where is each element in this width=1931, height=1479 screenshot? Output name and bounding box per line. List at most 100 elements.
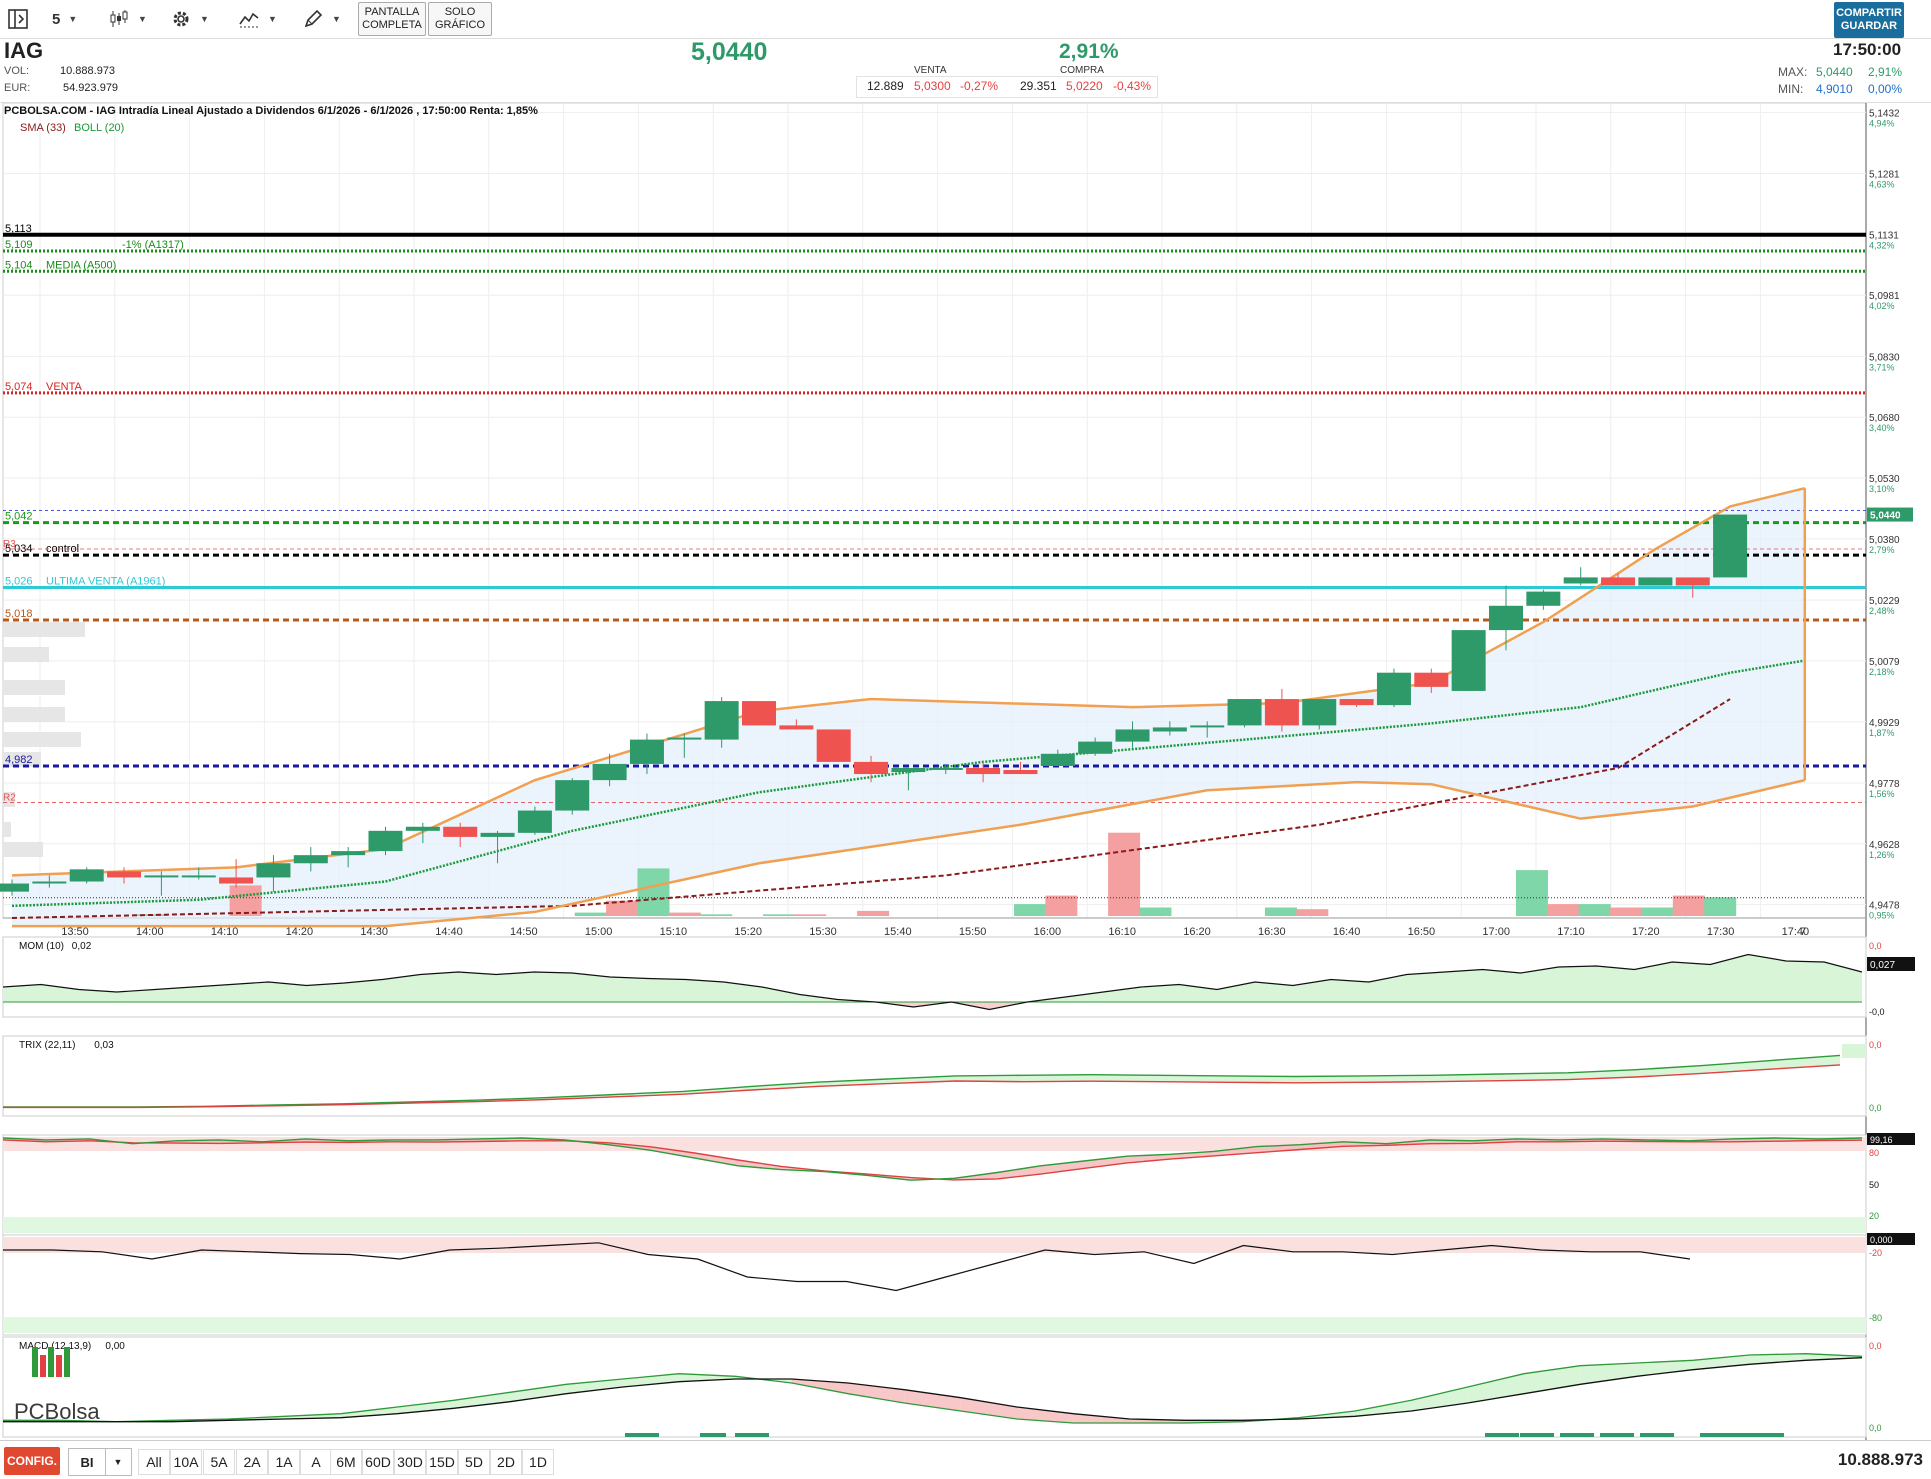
candle-body[interactable] [69, 869, 104, 882]
candle-body[interactable] [1339, 699, 1374, 706]
candle-body[interactable] [779, 725, 814, 730]
period-all[interactable]: All [138, 1449, 170, 1475]
logo-bar [64, 1347, 70, 1377]
volume-bar [1013, 904, 1046, 916]
candle-body[interactable] [219, 877, 254, 884]
candle-body[interactable] [1414, 672, 1449, 687]
candle-body[interactable] [1078, 741, 1113, 754]
period-5a[interactable]: 5A [203, 1449, 235, 1475]
period-15d[interactable]: 15D [426, 1449, 458, 1475]
volume-bar [1547, 904, 1580, 916]
candle-body[interactable] [480, 832, 515, 837]
candle-body[interactable] [1003, 770, 1038, 775]
period-6m[interactable]: 6M [330, 1449, 362, 1475]
candle-body[interactable] [816, 729, 851, 762]
period-a[interactable]: A [300, 1449, 332, 1475]
fullscreen-button[interactable]: PANTALLA COMPLETA [358, 2, 426, 36]
candle-body[interactable] [1489, 605, 1523, 631]
bottom-bar: CONFIG. BI ▼ All 10A 5A 2A 1A A 6M 60D 30D 15D 5D 2… [0, 1440, 1931, 1479]
period-30d[interactable]: 30D [394, 1449, 426, 1475]
candle-body[interactable] [555, 780, 590, 811]
volume-bar [229, 885, 262, 916]
price-tick-label: 5,0981 [1869, 291, 1900, 302]
config-button[interactable]: CONFIG. [4, 1447, 60, 1475]
time-tick-label: 15:40 [884, 926, 912, 938]
candle-body[interactable] [966, 767, 1001, 775]
volume-bar [1045, 895, 1078, 916]
indicators-select[interactable]: ▼ [238, 6, 277, 32]
period-2d[interactable]: 2D [490, 1449, 522, 1475]
candle-body[interactable] [1563, 577, 1598, 584]
candle-body[interactable] [293, 855, 328, 864]
share-label-1: COMPARTIR [1836, 7, 1902, 19]
candle-body[interactable] [32, 881, 67, 884]
candle-body[interactable] [331, 851, 366, 856]
candle-body[interactable] [854, 761, 889, 775]
period-1d[interactable]: 1D [522, 1449, 554, 1475]
percent-tick-label: 4,94% [1869, 118, 1895, 128]
candle-body[interactable] [704, 701, 739, 740]
candle-body[interactable] [1264, 699, 1299, 726]
price-tick-label: 5,0830 [1869, 352, 1900, 363]
candle-body[interactable] [405, 826, 440, 831]
candle-body[interactable] [1190, 725, 1225, 728]
candle-body[interactable] [1451, 630, 1486, 691]
stochastic-axis-20: 20 [1869, 1211, 1879, 1221]
venta-label: VENTA [914, 65, 947, 76]
interval-select[interactable]: 5 ▼ [52, 6, 77, 32]
macd-pane[interactable] [2, 1336, 1867, 1438]
percent-tick-label: 1,87% [1869, 728, 1895, 738]
macd-value: 0,00 [105, 1341, 125, 1352]
chart-only-button[interactable]: SOLO GRÁFICO [428, 2, 492, 36]
candle-body[interactable] [1713, 514, 1748, 578]
period-10a[interactable]: 10A [170, 1449, 202, 1475]
panel-toggle-button[interactable] [6, 6, 30, 32]
level-value-label: 5,026 [5, 576, 33, 588]
quote-time: 17:50:00 [1833, 40, 1902, 59]
candle-body[interactable] [1376, 672, 1411, 706]
candle-body[interactable] [592, 763, 627, 781]
candle-body[interactable] [517, 810, 552, 833]
candle-body[interactable] [181, 875, 216, 878]
macd-label: MACD (12,13,9) [19, 1341, 91, 1352]
candle-body[interactable] [368, 830, 403, 852]
candle-body[interactable] [443, 826, 478, 837]
time-tick-label: 16:50 [1408, 926, 1436, 938]
candle-body[interactable] [1115, 729, 1150, 742]
sma-line [11, 698, 1731, 919]
scale-select[interactable]: BI ▼ [68, 1448, 132, 1476]
candle-body[interactable] [1227, 699, 1262, 726]
candle-body[interactable] [1675, 577, 1710, 586]
candle-body[interactable] [629, 739, 664, 764]
macd-fill-segment [735, 1376, 792, 1383]
chart-type-select[interactable]: ▼ [108, 6, 147, 32]
period-60d[interactable]: 60D [362, 1449, 394, 1475]
candle-body[interactable] [0, 883, 29, 892]
period-1a[interactable]: 1A [268, 1449, 300, 1475]
level-text-label: -1% (A1317) [122, 239, 184, 251]
candle-body[interactable] [1601, 577, 1636, 586]
time-tick-label: 17:00 [1482, 926, 1510, 938]
period-5d[interactable]: 5D [458, 1449, 490, 1475]
period-2a[interactable]: 2A [236, 1449, 268, 1475]
williams-last-tag [1867, 1233, 1915, 1245]
drawing-tools-select[interactable]: ▼ [302, 6, 341, 32]
date-marker: 7 [1800, 926, 1806, 938]
candle-body[interactable] [256, 863, 291, 878]
candle-body[interactable] [107, 871, 142, 878]
chart-area[interactable]: 13:50 14:00 14:10 14:20 14:30 14:40 14:50 15:00… [0, 103, 1931, 1440]
candle-body[interactable] [1526, 591, 1561, 606]
candle-body[interactable] [1302, 699, 1337, 726]
candle-body[interactable] [1152, 727, 1187, 732]
share-save-button[interactable]: COMPARTIR GUARDAR [1834, 2, 1904, 38]
candle-body[interactable] [742, 701, 776, 726]
sma-legend: SMA (33) [20, 122, 66, 134]
candle-body[interactable] [667, 737, 702, 740]
candle-body[interactable] [1040, 753, 1075, 766]
settings-select[interactable]: ▼ [170, 6, 209, 32]
candle-body[interactable] [144, 875, 179, 878]
candle-body[interactable] [1638, 577, 1673, 586]
candle-body[interactable] [891, 767, 926, 773]
logo-bar [40, 1355, 46, 1377]
candle-body[interactable] [928, 767, 963, 770]
